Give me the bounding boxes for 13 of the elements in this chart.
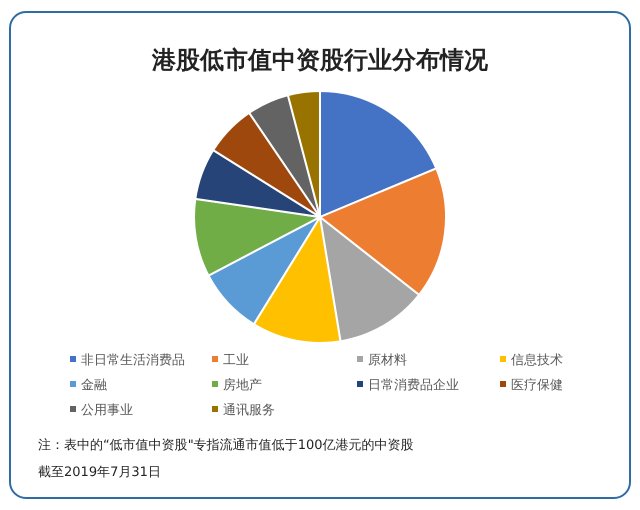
chart-title: 港股低市值中资股行业分布情况 xyxy=(151,46,489,74)
legend-label: 通讯服务 xyxy=(223,403,275,418)
legend-label: 非日常生活消费品 xyxy=(81,353,185,368)
legend-label: 工业 xyxy=(223,353,249,368)
legend-label: 金融 xyxy=(81,378,107,393)
legend-label: 医疗保健 xyxy=(511,378,563,393)
legend-label: 公用事业 xyxy=(81,403,133,418)
legend-label: 原材料 xyxy=(368,353,407,368)
legend-label: 信息技术 xyxy=(511,353,563,368)
legend-label: 房地产 xyxy=(223,377,262,393)
text: 截至2019年7月31日 xyxy=(38,465,161,480)
legend-label: 日常消费品企业 xyxy=(368,378,459,393)
text: 注：表中的“低市值中资股"专指流通市值低于100亿港元的中资股 xyxy=(38,437,414,453)
